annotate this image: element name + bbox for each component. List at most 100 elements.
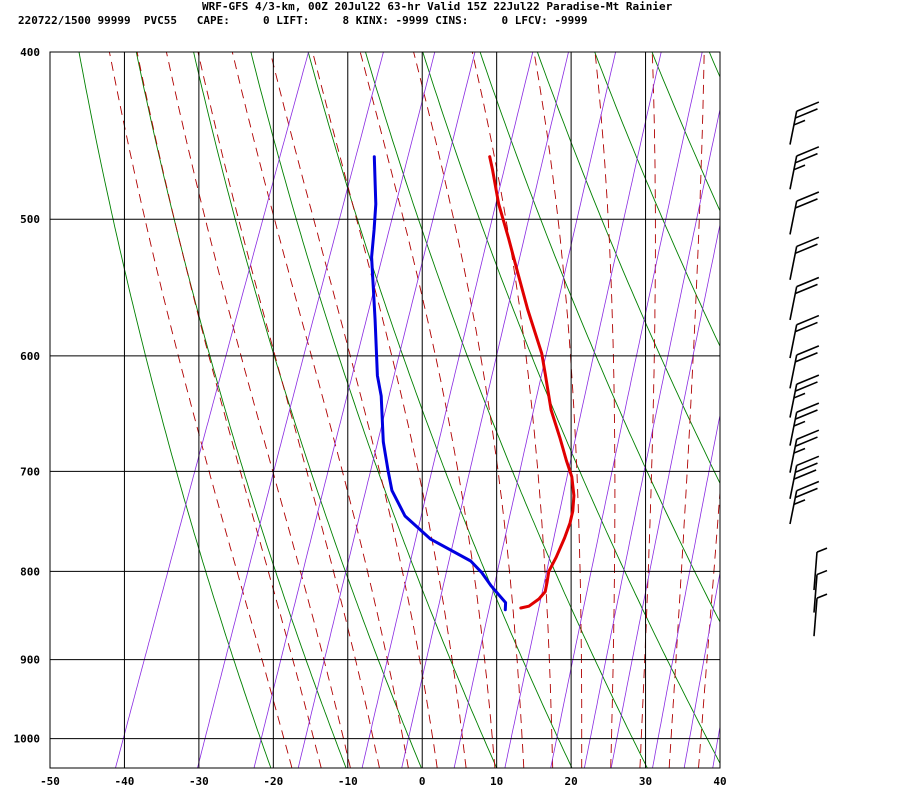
- mixing-ratio-line: [550, 52, 703, 768]
- wind-barb-flag: [816, 569, 828, 576]
- wind-barb-flag: [794, 283, 818, 295]
- wind-barb-flag: [796, 345, 820, 356]
- wind-barb: [789, 480, 820, 525]
- wind-barb: [789, 402, 820, 446]
- moist-adiabat: [108, 52, 293, 768]
- wind-barb: [789, 374, 820, 418]
- wind-barb-flag: [796, 146, 820, 157]
- moist-adiabat: [698, 486, 720, 768]
- wind-barb-flag: [794, 152, 818, 164]
- wind-barb-flag: [796, 276, 820, 288]
- wind-barb-flag: [796, 455, 820, 467]
- wind-barb-flag: [796, 314, 820, 326]
- data-series: [370, 155, 576, 612]
- dewpoint-profile-line: [370, 155, 508, 612]
- wind-barb-flag: [793, 119, 806, 126]
- wind-barb-staff: [789, 324, 798, 359]
- chart-title: WRF-GFS 4/3-km, 00Z 20Jul22 63-hr Valid …: [202, 0, 673, 13]
- dry-adiabat: [767, 52, 900, 768]
- wind-barb-flag: [793, 164, 806, 171]
- wind-barbs: [789, 101, 828, 637]
- wind-barb-staff: [789, 384, 798, 418]
- wind-barb-flag: [794, 462, 818, 474]
- mixing-ratio-line: [253, 52, 436, 768]
- wind-barb-flag: [794, 487, 818, 499]
- dry-adiabat: [135, 52, 347, 768]
- wind-barb-staff: [789, 286, 798, 321]
- wind-barb-flag: [794, 352, 818, 363]
- wind-barb-flag: [793, 447, 806, 454]
- moist-adiabat: [312, 52, 467, 768]
- wind-barb-staff: [813, 552, 818, 591]
- x-tick-label: -30: [189, 775, 209, 788]
- wind-barb-flag: [796, 101, 820, 112]
- wind-barb: [789, 191, 820, 235]
- moist-adiabat: [594, 52, 616, 768]
- wind-barb-flag: [816, 593, 828, 599]
- wind-barb: [789, 146, 820, 190]
- moist-adiabat: [197, 52, 380, 768]
- wind-barb-staff: [789, 490, 798, 525]
- wind-barb: [789, 101, 820, 145]
- dry-adiabat: [536, 52, 720, 485]
- mixing-ratio-line: [115, 52, 309, 768]
- wind-barb-flag: [796, 402, 820, 414]
- wind-barb-flag: [796, 236, 820, 248]
- dry-adiabat: [881, 52, 900, 768]
- wind-barb-flag: [796, 191, 820, 202]
- wind-barb-staff: [789, 155, 798, 190]
- dry-adiabat: [824, 52, 900, 768]
- mixing-ratio-line: [453, 52, 616, 768]
- plot-frame: [49, 51, 721, 769]
- wind-barb: [813, 593, 828, 637]
- x-tick-label: -10: [338, 775, 358, 788]
- wind-barb-staff: [789, 439, 798, 473]
- y-tick-label: 400: [20, 46, 40, 59]
- wind-barb-flag: [794, 381, 818, 392]
- wind-barb-staff: [813, 574, 818, 613]
- wind-barb-staff: [813, 598, 818, 637]
- wind-barb-staff: [789, 246, 798, 280]
- mixing-ratio-line: [584, 107, 720, 768]
- temperature-profile-line: [488, 155, 576, 610]
- background-lines: [78, 52, 900, 768]
- chart-subtitle: 220722/1500 99999 PVC55 CAPE: 0 LIFT: 8 …: [18, 14, 588, 27]
- x-tick-label: -40: [115, 775, 135, 788]
- x-tick-label: -20: [263, 775, 283, 788]
- x-tick-label: -50: [40, 775, 60, 788]
- y-tick-label: 500: [20, 213, 40, 226]
- moist-adiabat: [471, 52, 554, 768]
- wind-barb: [789, 429, 820, 473]
- wind-barb-flag: [794, 108, 818, 119]
- wind-barb-flag: [794, 198, 818, 209]
- wind-barb-staff: [789, 200, 798, 235]
- x-tick-label: 40: [713, 775, 726, 788]
- dry-adiabat: [250, 52, 498, 768]
- wind-barb-flag: [794, 409, 818, 420]
- wind-barb-staff: [789, 111, 798, 145]
- y-tick-label: 700: [20, 465, 40, 478]
- axes: 400 500 600 700 800 900 1000 -50 -40 -30 -20 -10 0 10…: [14, 46, 727, 788]
- y-tick-label: 800: [20, 565, 40, 578]
- wind-barb: [789, 276, 820, 321]
- moist-adiabat: [269, 52, 438, 768]
- wind-barb-flag: [793, 469, 817, 480]
- mixing-ratio-line: [504, 52, 662, 768]
- x-tick-label: 20: [564, 775, 577, 788]
- moist-adiabat: [728, 52, 794, 768]
- wind-barb-flag: [794, 436, 818, 447]
- wind-barb-staff: [789, 412, 798, 446]
- mixing-ratio-line: [361, 52, 534, 768]
- y-tick-label: 600: [20, 350, 40, 363]
- wind-barb-flag: [794, 321, 818, 333]
- wind-barb-staff: [789, 354, 798, 389]
- moist-adiabat: [136, 52, 322, 768]
- dry-adiabat: [78, 52, 272, 768]
- wind-barb-flag: [816, 547, 828, 553]
- wind-barb: [813, 547, 828, 591]
- wind-barb: [813, 569, 828, 613]
- moist-adiabat: [165, 52, 351, 768]
- wind-barb: [789, 455, 820, 499]
- moist-adiabat: [413, 52, 525, 768]
